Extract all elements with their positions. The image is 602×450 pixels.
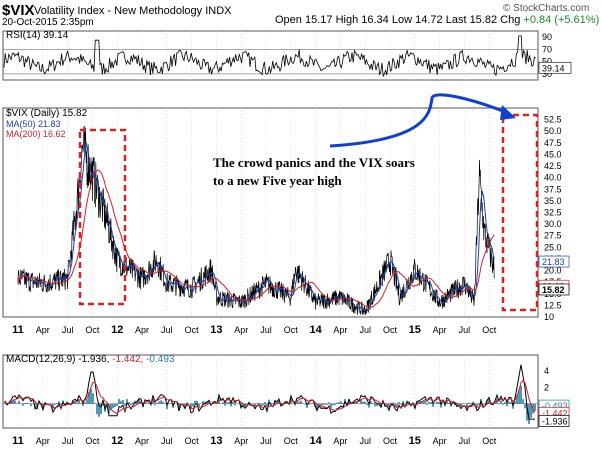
- rsi-last-box: [538, 61, 572, 74]
- x-tick-label-bottom: Apr: [333, 436, 347, 446]
- x-tick-label-bottom: Jul: [161, 436, 173, 446]
- vix-last-box: [538, 283, 570, 296]
- instrument-name: Volatility Index - New Methodology INDX: [34, 5, 232, 17]
- annotation-arrowhead: [500, 105, 516, 120]
- annotation-arrow: [329, 93, 509, 148]
- macd-line: [4, 364, 535, 420]
- macd-last-box: [538, 415, 570, 427]
- price-tick-label: 42.5: [544, 161, 562, 171]
- x-tick-label-bottom: Oct: [185, 436, 200, 446]
- x-tick-label-bottom: Jul: [260, 436, 272, 446]
- price-tick-label: 35.0: [544, 196, 562, 206]
- ma50-line: [17, 142, 495, 312]
- x-tick-label-bottom: Apr: [135, 436, 149, 446]
- price-tick-label: 12.5: [544, 300, 562, 310]
- price-tick-label: 50.0: [544, 126, 562, 136]
- highlight-box-2015: [501, 113, 539, 312]
- rsi-tick-label: 50: [542, 57, 552, 67]
- ma50-last-box: [538, 255, 570, 268]
- x-tick-label: 11: [12, 324, 24, 336]
- rsi-tick-label: 90: [542, 32, 552, 42]
- chart-header: $VIX Volatility Index - New Methodology …: [0, 0, 602, 28]
- price-tick-label: 10: [544, 312, 554, 322]
- x-tick-label-bottom: Oct: [284, 436, 299, 446]
- rsi-panel-frame: [2, 30, 539, 81]
- ma50-last-value: 21.83: [542, 257, 565, 267]
- price-tick-label: 45.0: [544, 149, 562, 159]
- x-tick-label: Jul: [359, 325, 371, 335]
- x-tick-label: Jul: [62, 325, 74, 335]
- x-tick-label-bottom: Jul: [459, 436, 471, 446]
- highlight-box-2011: [78, 128, 127, 306]
- x-tick-label: Apr: [135, 325, 149, 335]
- price-tick-label: 52.5: [544, 115, 562, 125]
- ma200-legend: MA(200) 16.62: [6, 129, 66, 139]
- x-tick-label-bottom: Apr: [433, 436, 447, 446]
- x-tick-label-bottom: Apr: [36, 436, 50, 446]
- macd-legend: MACD(12,26,9) -1.936, -1.442, -0.493: [6, 354, 175, 365]
- price-tick-label: 30.0: [544, 219, 562, 229]
- x-tick-label: 14: [309, 324, 322, 336]
- x-tick-label-bottom: Jul: [359, 436, 371, 446]
- x-tick-label: Oct: [482, 325, 497, 335]
- price-tick-label: 37.5: [544, 184, 562, 194]
- x-tick-label: Jul: [459, 325, 471, 335]
- annotation-line-2: to a new Five year high: [213, 173, 342, 188]
- macd-tick-label: 4: [544, 366, 549, 376]
- x-tick-label: Jul: [161, 325, 173, 335]
- macd-panel-frame: [2, 354, 539, 429]
- stockcharts-logo: © StockCharts.com: [503, 3, 590, 14]
- macd-last-value: -1.936: [542, 417, 568, 427]
- x-tick-label-bottom: Jul: [62, 436, 74, 446]
- x-tick-label-bottom: Apr: [234, 436, 248, 446]
- annotation-line-1: The crowd panics and the VIX soars: [213, 155, 415, 170]
- macd-last-value: -0.493: [542, 401, 568, 411]
- quote-date: 20-Oct-2015 2:35pm: [2, 17, 94, 28]
- quote-summary: Open 15.17 High 16.34 Low 14.72 Last 15.…: [275, 14, 600, 26]
- macd-tick-label: 2: [544, 382, 549, 392]
- price-tick-label: 32.5: [544, 208, 562, 218]
- symbol: $VIX: [2, 2, 35, 19]
- x-tick-label: Jul: [260, 325, 272, 335]
- price-tick-label: 20.0: [544, 266, 562, 276]
- rsi-tick-label: 70: [542, 44, 552, 54]
- signal-line: [4, 379, 536, 415]
- x-tick-label-bottom: Oct: [482, 436, 497, 446]
- x-tick-label-bottom: 15: [409, 435, 421, 447]
- x-tick-label: Oct: [85, 325, 100, 335]
- x-tick-label: Apr: [333, 325, 347, 335]
- x-tick-label: Apr: [433, 325, 447, 335]
- x-tick-label-bottom: 12: [111, 435, 123, 447]
- price-tick-label: 40.0: [544, 173, 562, 183]
- price-tick-label: 27.5: [544, 231, 562, 241]
- x-tick-label-bottom: Oct: [383, 436, 398, 446]
- macd-last-value: -1.442: [542, 408, 568, 418]
- ma200-line: [17, 169, 495, 308]
- price-tick-label: 47.5: [544, 138, 562, 148]
- rsi-line: [3, 35, 536, 78]
- x-tick-label-bottom: 11: [12, 435, 24, 447]
- price-legend: $VIX (Daily) 15.82: [6, 108, 88, 119]
- rsi-last-value: 39.14: [542, 63, 565, 73]
- x-tick-label-bottom: 13: [210, 435, 222, 447]
- x-tick-label: Oct: [185, 325, 200, 335]
- price-tick-label: 25.0: [544, 242, 562, 252]
- x-tick-label: 13: [210, 324, 222, 336]
- ma50-legend: MA(50) 21.83: [6, 119, 61, 129]
- rsi-legend: RSI(14) 39.14: [6, 30, 69, 41]
- rsi-tick-label: 30: [542, 69, 552, 79]
- x-tick-label: Oct: [383, 325, 398, 335]
- x-tick-label: Apr: [234, 325, 248, 335]
- x-tick-label: 12: [111, 324, 123, 336]
- x-tick-label-bottom: Oct: [85, 436, 100, 446]
- x-tick-label: Apr: [36, 325, 50, 335]
- x-tick-label-bottom: 14: [309, 435, 322, 447]
- x-tick-label: 15: [409, 324, 421, 336]
- vix-last-value: 15.82: [542, 285, 565, 295]
- x-tick-label: Oct: [284, 325, 299, 335]
